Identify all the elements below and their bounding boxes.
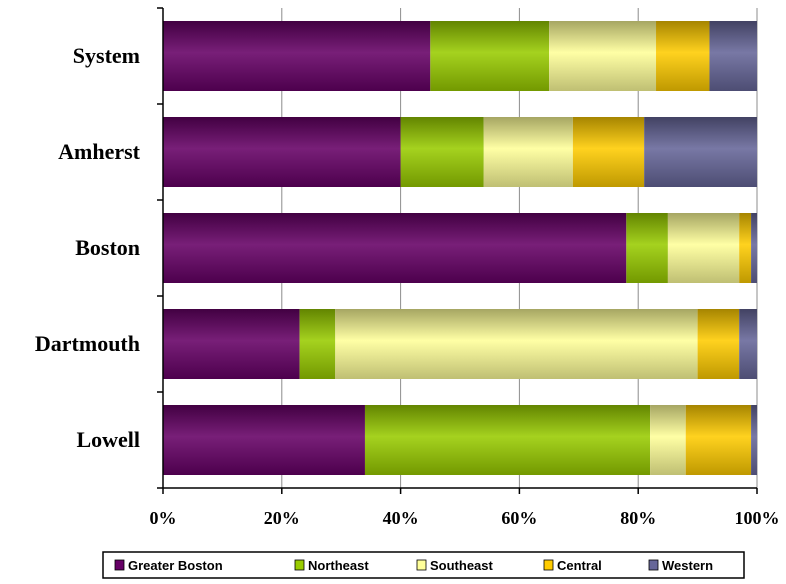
legend-label: Western bbox=[662, 558, 713, 573]
legend-swatch bbox=[114, 559, 125, 571]
bar-segment-boston-western bbox=[751, 213, 757, 283]
bar-segment-lowell-central bbox=[685, 405, 752, 475]
bar-segment-lowell-southeast bbox=[650, 405, 686, 475]
legend-label: Southeast bbox=[430, 558, 494, 573]
category-label: Amherst bbox=[58, 139, 141, 164]
bar-segment-dartmouth-central bbox=[697, 309, 740, 379]
bar-segment-dartmouth-western bbox=[739, 309, 757, 379]
legend-swatch bbox=[294, 559, 305, 571]
bar-segment-boston-northeast bbox=[626, 213, 668, 283]
bar-segment-lowell-western bbox=[751, 405, 757, 475]
axes bbox=[157, 7, 758, 494]
bar-segment-system-central bbox=[656, 21, 710, 91]
bar-segment-boston-southeast bbox=[667, 213, 740, 283]
bar-segment-amherst-southeast bbox=[483, 117, 573, 187]
x-tick-label: 60% bbox=[501, 508, 537, 528]
bar-segment-boston-greater-boston bbox=[163, 213, 627, 283]
legend: Greater Boston Northeast Southeast Central W… bbox=[102, 551, 745, 579]
bar-segment-lowell-northeast bbox=[364, 405, 651, 475]
bar-segment-dartmouth-greater-boston bbox=[163, 309, 300, 379]
category-label: System bbox=[73, 43, 140, 68]
bar-segment-dartmouth-northeast bbox=[299, 309, 336, 379]
bar-segment-system-greater-boston bbox=[163, 21, 431, 91]
bar-segment-dartmouth-southeast bbox=[335, 309, 698, 379]
legend-label: Northeast bbox=[308, 558, 369, 573]
legend-label: Central bbox=[557, 558, 602, 573]
bar-segment-system-southeast bbox=[549, 21, 657, 91]
x-tick-label: 100% bbox=[735, 508, 780, 528]
bar-segment-system-northeast bbox=[430, 21, 550, 91]
legend-swatch bbox=[543, 559, 554, 571]
bar-segment-lowell-greater-boston bbox=[163, 405, 365, 475]
bar-segment-amherst-western bbox=[644, 117, 757, 187]
x-tick-labels: 0% 20% 40% 60% 80% 100% bbox=[150, 508, 780, 528]
legend-swatch bbox=[416, 559, 427, 571]
x-tick-label: 80% bbox=[620, 508, 656, 528]
x-tick-label: 40% bbox=[383, 508, 419, 528]
bars bbox=[163, 21, 757, 475]
legend-label: Greater Boston bbox=[128, 558, 223, 573]
bar-segment-system-western bbox=[709, 21, 757, 91]
x-tick-label: 0% bbox=[150, 508, 177, 528]
category-labels: System Amherst Boston Dartmouth Lowell bbox=[35, 43, 141, 452]
bar-segment-amherst-greater-boston bbox=[163, 117, 401, 187]
category-label: Lowell bbox=[76, 427, 140, 452]
x-tick-label: 20% bbox=[264, 508, 300, 528]
bar-segment-boston-central bbox=[739, 213, 752, 283]
category-label: Dartmouth bbox=[35, 331, 140, 356]
category-label: Boston bbox=[75, 235, 140, 260]
legend-swatch bbox=[648, 559, 659, 571]
bar-segment-amherst-central bbox=[572, 117, 645, 187]
bar-segment-amherst-northeast bbox=[400, 117, 484, 187]
